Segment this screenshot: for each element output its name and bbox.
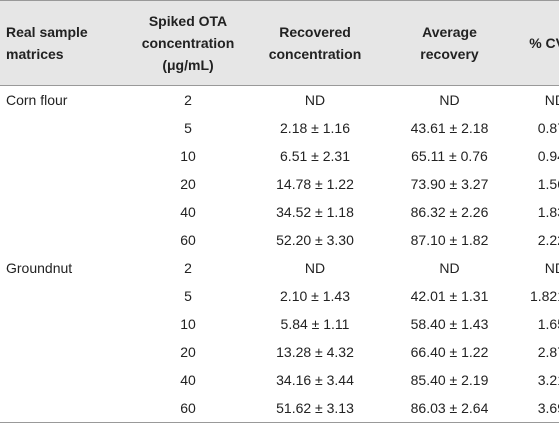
- header-text: recovery: [420, 46, 479, 62]
- header-text: Real sample: [6, 24, 88, 40]
- value-cell: 2.87: [537, 344, 559, 360]
- value-cell: 0.94: [537, 148, 559, 164]
- table-row: 20 14.78 ± 1.22 73.90 ± 3.27 1.56: [0, 170, 559, 198]
- table-row: 5 2.10 ± 1.43 42.01 ± 1.31 1.821: [0, 282, 559, 310]
- value-cell: ND: [544, 260, 559, 276]
- value-cell: 51.62 ± 3.13: [244, 394, 386, 423]
- value-cell: 2.10 ± 1.43: [280, 288, 350, 304]
- matrix-cell: [0, 310, 132, 338]
- value-cell: 2: [184, 92, 192, 108]
- header-text: % CV: [529, 35, 559, 51]
- matrix-cell: Corn flour: [6, 92, 68, 108]
- table-row: Groundnut 2 ND ND ND: [0, 254, 559, 282]
- header-cell: Average recovery: [386, 0, 513, 86]
- value-cell: 34.16 ± 3.44: [276, 372, 354, 388]
- value-cell: 2.18 ± 1.16: [280, 120, 350, 136]
- header-text: Recovered: [279, 24, 351, 40]
- value-cell: 52.20 ± 3.30: [276, 232, 354, 248]
- value-cell: 60: [180, 232, 196, 248]
- value-cell: 3.21: [537, 372, 559, 388]
- value-cell: 86.03 ± 2.64: [386, 394, 513, 423]
- value-cell: 14.78 ± 1.22: [276, 176, 354, 192]
- header-text: Average: [422, 24, 477, 40]
- value-cell: 10: [180, 316, 196, 332]
- value-cell: 65.11 ± 0.76: [411, 148, 488, 164]
- value-cell: ND: [439, 92, 460, 108]
- value-cell: 66.40 ± 1.22: [410, 344, 489, 360]
- value-cell: 43.61 ± 2.18: [410, 120, 489, 136]
- header-row: Real sample matrices Spiked OTA concentrati…: [0, 0, 559, 86]
- header-text: concentration: [268, 46, 362, 62]
- value-cell: 5: [184, 288, 192, 304]
- matrix-cell: [0, 282, 132, 310]
- value-cell: 85.40 ± 2.19: [410, 372, 489, 388]
- table-row: Corn flour 2 ND ND ND: [0, 86, 559, 115]
- value-cell: 87.10 ± 1.82: [410, 232, 489, 248]
- value-cell: 1.821: [529, 288, 559, 304]
- table-row: 40 34.52 ± 1.18 86.32 ± 2.26 1.83: [0, 198, 559, 226]
- value-cell: ND: [439, 260, 460, 276]
- value-cell: 2.22: [537, 232, 559, 248]
- table-row: 5 2.18 ± 1.16 43.61 ± 2.18 0.87: [0, 114, 559, 142]
- value-cell: 5: [184, 120, 192, 136]
- table-row: 60 52.20 ± 3.30 87.10 ± 1.82 2.22: [0, 226, 559, 254]
- value-cell: 1.65: [537, 316, 559, 332]
- value-cell: 42.01 ± 1.31: [410, 288, 489, 304]
- table-row: 40 34.16 ± 3.44 85.40 ± 2.19 3.21: [0, 366, 559, 394]
- header-cell: Recovered concentration: [244, 0, 386, 86]
- value-cell: 34.52 ± 1.18: [276, 204, 354, 220]
- matrix-cell: [0, 338, 132, 366]
- table-row: 10 5.84 ± 1.11 58.40 ± 1.43 1.65: [0, 310, 559, 338]
- matrix-cell: Groundnut: [6, 260, 73, 276]
- value-cell: 2: [184, 260, 192, 276]
- header-text: concentration: [141, 35, 235, 51]
- value-cell: 1.83: [537, 204, 559, 220]
- matrix-cell: [0, 226, 132, 254]
- value-cell: 58.40 ± 1.43: [410, 316, 489, 332]
- matrix-cell: [0, 394, 132, 423]
- table-row: 20 13.28 ± 4.32 66.40 ± 1.22 2.87: [0, 338, 559, 366]
- value-cell: 20: [180, 344, 196, 360]
- value-cell: ND: [304, 260, 326, 276]
- value-cell: 60: [132, 394, 244, 423]
- header-text: (μg/mL): [162, 57, 214, 73]
- matrix-cell: [0, 114, 132, 142]
- table-header: Real sample matrices Spiked OTA concentrati…: [0, 0, 559, 86]
- value-cell: 73.90 ± 3.27: [410, 176, 489, 192]
- header-cell: Real sample matrices: [0, 0, 132, 86]
- value-cell: 6.51 ± 2.31: [280, 148, 350, 164]
- value-cell: 20: [180, 176, 196, 192]
- value-cell: 86.32 ± 2.26: [410, 204, 489, 220]
- table-row: 10 6.51 ± 2.31 65.11 ± 0.76 0.94: [0, 142, 559, 170]
- matrix-cell: [0, 198, 132, 226]
- matrix-cell: [0, 366, 132, 394]
- value-cell: 10: [180, 148, 196, 164]
- header-text: Spiked OTA: [148, 13, 228, 29]
- value-cell: 13.28 ± 4.32: [276, 344, 354, 360]
- header-cell: Spiked OTA concentration (μg/mL): [132, 0, 244, 86]
- value-cell: 5.84 ± 1.11: [280, 316, 350, 332]
- matrix-cell: [0, 142, 132, 170]
- header-cell: % CV: [513, 0, 559, 86]
- value-cell: ND: [304, 92, 326, 108]
- table-body: Corn flour 2 ND ND ND 5 2.18 ± 1.16 43.61 ± 2.1…: [0, 86, 559, 423]
- header-text: matrices: [6, 46, 64, 62]
- value-cell: 3.69: [513, 394, 559, 423]
- matrix-cell: [0, 170, 132, 198]
- value-cell: 1.56: [537, 176, 559, 192]
- value-cell: 40: [180, 204, 196, 220]
- value-cell: 0.87: [537, 120, 559, 136]
- value-cell: ND: [544, 92, 559, 108]
- value-cell: 40: [180, 372, 196, 388]
